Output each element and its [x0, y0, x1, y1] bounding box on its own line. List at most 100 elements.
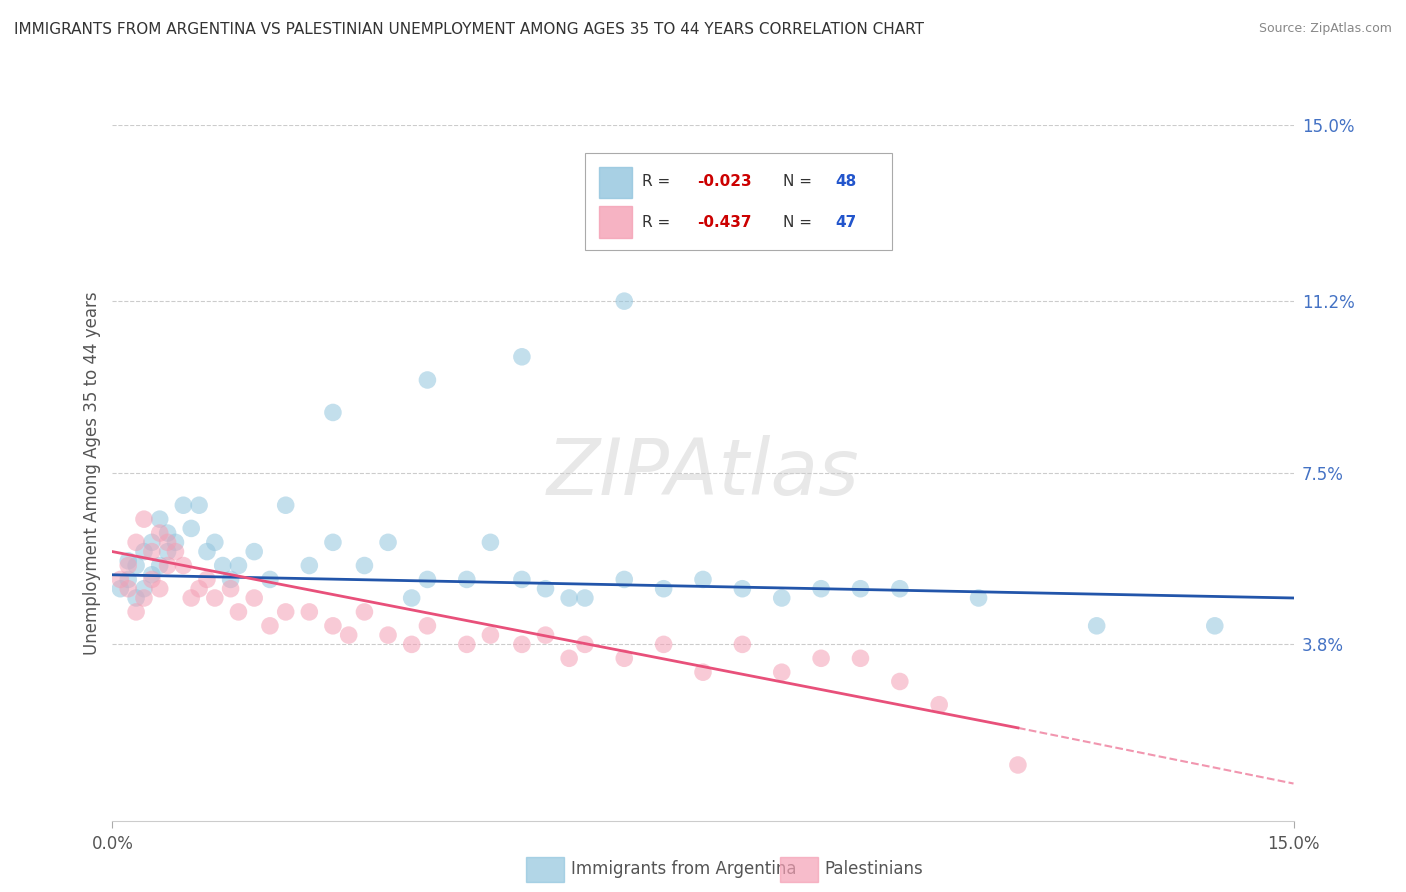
Point — [692, 573, 714, 587]
Point — [110, 573, 132, 587]
Point — [188, 498, 211, 512]
Point — [322, 619, 344, 633]
Point — [353, 558, 375, 573]
Point — [534, 582, 557, 596]
Point — [117, 582, 139, 596]
Point — [928, 698, 950, 712]
Bar — [599, 206, 633, 237]
Point — [156, 526, 179, 541]
Point — [125, 558, 148, 573]
Point — [125, 605, 148, 619]
Bar — [526, 857, 564, 882]
Text: R =: R = — [641, 175, 675, 189]
Point — [652, 637, 675, 651]
Point — [149, 512, 172, 526]
Point — [228, 558, 250, 573]
Point — [156, 558, 179, 573]
Text: N =: N = — [783, 175, 817, 189]
Point — [652, 582, 675, 596]
Point — [510, 350, 533, 364]
Point — [228, 605, 250, 619]
Point — [259, 619, 281, 633]
Text: ZIPAtlas: ZIPAtlas — [547, 434, 859, 511]
Point — [510, 573, 533, 587]
Point — [479, 535, 502, 549]
FancyBboxPatch shape — [585, 153, 891, 250]
Text: 47: 47 — [835, 215, 856, 230]
Text: -0.437: -0.437 — [697, 215, 752, 230]
Point — [219, 582, 242, 596]
Point — [156, 535, 179, 549]
Point — [243, 544, 266, 558]
Point — [149, 558, 172, 573]
Text: -0.023: -0.023 — [697, 175, 752, 189]
Point — [479, 628, 502, 642]
Point — [188, 582, 211, 596]
Point — [219, 573, 242, 587]
Point — [195, 544, 218, 558]
Y-axis label: Unemployment Among Ages 35 to 44 years: Unemployment Among Ages 35 to 44 years — [83, 291, 101, 655]
Point — [165, 535, 187, 549]
Bar — [780, 857, 817, 882]
Point — [849, 651, 872, 665]
Point — [613, 651, 636, 665]
Point — [377, 628, 399, 642]
Point — [810, 651, 832, 665]
Point — [132, 582, 155, 596]
Point — [195, 573, 218, 587]
Point — [692, 665, 714, 680]
Point — [558, 651, 581, 665]
Text: IMMIGRANTS FROM ARGENTINA VS PALESTINIAN UNEMPLOYMENT AMONG AGES 35 TO 44 YEARS : IMMIGRANTS FROM ARGENTINA VS PALESTINIAN… — [14, 22, 924, 37]
Point — [211, 558, 233, 573]
Text: Source: ZipAtlas.com: Source: ZipAtlas.com — [1258, 22, 1392, 36]
Point — [204, 591, 226, 605]
Point — [172, 558, 194, 573]
Point — [180, 521, 202, 535]
Point — [613, 294, 636, 309]
Point — [165, 544, 187, 558]
Point — [456, 637, 478, 651]
Point — [401, 637, 423, 651]
Point — [416, 619, 439, 633]
Point — [274, 605, 297, 619]
Point — [416, 373, 439, 387]
Point — [204, 535, 226, 549]
Point — [574, 591, 596, 605]
Point — [180, 591, 202, 605]
Point — [574, 637, 596, 651]
Point — [117, 573, 139, 587]
Text: Palestinians: Palestinians — [825, 861, 924, 879]
Point — [731, 582, 754, 596]
Point — [117, 558, 139, 573]
Point — [510, 637, 533, 651]
Point — [416, 573, 439, 587]
Point — [456, 573, 478, 587]
Point — [125, 591, 148, 605]
Point — [770, 665, 793, 680]
Point — [298, 558, 321, 573]
Text: 48: 48 — [835, 175, 856, 189]
Point — [558, 591, 581, 605]
Point — [1204, 619, 1226, 633]
Point — [377, 535, 399, 549]
Text: N =: N = — [783, 215, 817, 230]
Point — [1085, 619, 1108, 633]
Point — [125, 535, 148, 549]
Point — [132, 591, 155, 605]
Point — [274, 498, 297, 512]
Point — [141, 573, 163, 587]
Point — [849, 582, 872, 596]
Point — [534, 628, 557, 642]
Point — [149, 582, 172, 596]
Point — [322, 535, 344, 549]
Point — [117, 554, 139, 568]
Point — [243, 591, 266, 605]
Point — [889, 674, 911, 689]
Point — [1007, 758, 1029, 772]
Point — [337, 628, 360, 642]
Point — [172, 498, 194, 512]
Text: R =: R = — [641, 215, 675, 230]
Point — [353, 605, 375, 619]
Point — [298, 605, 321, 619]
Point — [322, 405, 344, 419]
